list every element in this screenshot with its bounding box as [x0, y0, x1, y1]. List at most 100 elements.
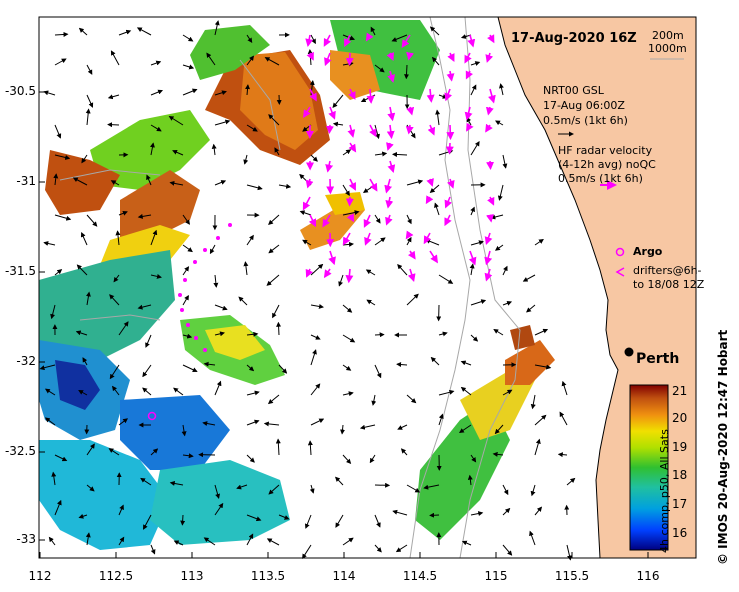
model-velocity-arrow — [310, 334, 321, 340]
model-velocity-arrow — [470, 240, 484, 246]
coastline — [497, 16, 619, 559]
radar-velocity-arrow — [427, 124, 436, 136]
model-velocity-arrow — [310, 34, 316, 45]
model-velocity-arrow — [342, 210, 360, 216]
legend-drifters-label: drifters@6h- — [633, 264, 702, 277]
map-timestamp: 17-Aug-2020 16Z — [511, 31, 637, 46]
model-velocity-arrow — [85, 532, 91, 546]
model-velocity-arrow — [109, 294, 120, 306]
model-velocity-arrow — [342, 334, 356, 343]
model-velocity-arrow — [203, 537, 216, 546]
lon-tick: 115.5 — [554, 569, 590, 583]
model-velocity-arrow — [246, 55, 254, 66]
model-velocity-arrow — [150, 544, 156, 555]
sst-patch-greenblue-west — [39, 250, 175, 360]
model-velocity-arrow — [406, 394, 417, 404]
model-velocity-arrow — [203, 361, 216, 367]
model-velocity-arrow — [107, 94, 120, 100]
model-velocity-arrow — [276, 321, 282, 336]
radar-velocity-arrow — [406, 106, 415, 116]
model-velocity-arrow — [246, 364, 255, 372]
model-velocity-arrow — [150, 229, 158, 246]
radar-velocity-arrow — [426, 178, 434, 187]
model-velocity-arrow — [340, 424, 346, 435]
model-velocity-arrow — [243, 154, 249, 165]
model-velocity-arrow — [115, 230, 121, 246]
copyright-symbol: © — [716, 553, 730, 565]
model-velocity-arrow — [78, 390, 88, 396]
lon-tick: 113 — [180, 569, 204, 583]
model-velocity-arrow — [534, 364, 552, 370]
model-velocity-arrow — [182, 333, 193, 339]
model-velocity-arrow — [429, 512, 440, 518]
model-velocity-arrow — [470, 84, 477, 96]
model-velocity-arrow — [429, 184, 440, 194]
radar-velocity-arrow — [322, 214, 331, 228]
model-velocity-arrow — [43, 90, 56, 96]
model-velocity-arrow — [246, 514, 262, 522]
model-velocity-arrow — [75, 330, 88, 336]
radar-velocity-arrow — [488, 88, 496, 104]
legend-argo-label: Argo — [633, 245, 663, 258]
credit-label: IMOS 20-Aug-2020 12:47 Hobart — [716, 329, 730, 549]
model-velocity-arrow — [423, 484, 440, 490]
model-velocity-arrow — [470, 511, 484, 517]
depth-contour-200m: 200m — [652, 29, 684, 42]
model-velocity-arrow — [342, 304, 353, 313]
legend-model-source: NRT00 GSL — [543, 84, 604, 97]
colorbar-tick: 20 — [672, 411, 688, 425]
model-velocity-arrow — [246, 184, 263, 191]
radar-velocity-arrow — [347, 124, 356, 138]
model-velocity-arrow — [54, 154, 71, 160]
model-velocity-arrow — [502, 265, 508, 276]
model-velocity-arrow — [526, 304, 536, 313]
model-velocity-arrow — [268, 484, 280, 495]
model-velocity-arrow — [173, 540, 184, 546]
model-velocity-arrow — [44, 388, 56, 396]
radar-velocity-arrow — [325, 124, 334, 134]
model-velocity-arrow — [438, 413, 444, 426]
model-velocity-arrow — [429, 26, 440, 36]
model-velocity-arrow — [267, 394, 280, 405]
model-velocity-arrow — [111, 385, 120, 396]
radar-velocity-arrow — [305, 34, 314, 47]
model-velocity-arrow — [80, 231, 88, 246]
model-velocity-arrow — [335, 476, 344, 486]
colorbar-caption: 4h comp, p50, All Sats — [658, 429, 671, 553]
model-velocity-arrow — [169, 480, 184, 486]
axis-ticks — [39, 91, 649, 558]
model-velocity-arrow — [54, 454, 68, 462]
model-velocity-arrow — [534, 238, 544, 246]
model-velocity-arrow — [534, 438, 541, 456]
model-velocity-arrow — [338, 274, 344, 287]
legend-model-time: 17-Aug 06:00Z — [543, 99, 625, 112]
radar-velocity-arrow — [387, 160, 396, 174]
model-velocity-arrow — [245, 84, 251, 96]
colorbar-tick: 21 — [672, 384, 688, 398]
model-velocity-arrow — [395, 544, 408, 553]
model-velocity-arrow — [309, 484, 315, 494]
model-velocity-arrow — [310, 303, 324, 309]
sst-patch-orange-northeast — [330, 50, 380, 100]
model-velocity-arrow — [467, 474, 473, 486]
model-velocity-arrow — [145, 334, 152, 348]
model-velocity-arrow — [278, 514, 290, 520]
model-velocity-arrow — [214, 304, 228, 311]
model-velocity-arrow — [53, 173, 59, 186]
model-velocity-arrow — [566, 477, 576, 486]
radar-velocity-arrow — [387, 70, 396, 83]
radar-velocity-arrow — [385, 196, 394, 209]
model-velocity-arrow — [266, 274, 280, 286]
model-velocity-arrow — [502, 544, 513, 556]
lon-tick: 116 — [636, 569, 660, 583]
radar-velocity-arrow — [346, 213, 355, 223]
model-velocity-arrow — [434, 202, 440, 216]
model-velocity-arrow — [150, 124, 162, 132]
model-velocity-arrow — [54, 214, 72, 221]
model-velocity-arrow — [118, 210, 128, 216]
model-velocity-arrow — [110, 180, 120, 186]
model-velocity-arrow — [460, 360, 472, 366]
model-velocity-arrow — [342, 454, 352, 465]
radar-velocity-arrow — [444, 196, 452, 209]
model-velocity-arrow — [310, 418, 325, 426]
